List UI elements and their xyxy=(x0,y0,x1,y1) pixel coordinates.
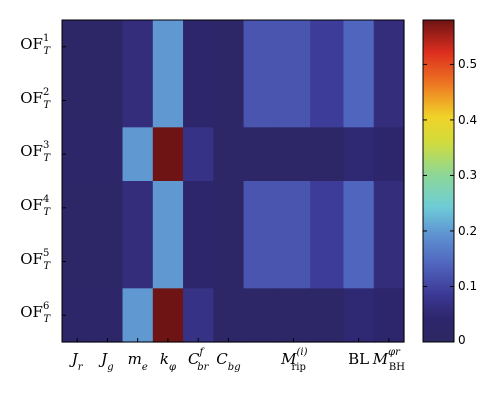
heatmap-cell xyxy=(122,73,154,128)
heatmap-cell xyxy=(183,20,214,75)
colorbar-tick-label: 0.1 xyxy=(458,279,478,294)
heatmap-cell xyxy=(213,20,245,75)
heatmap-cell xyxy=(373,127,405,182)
heatmap-cell xyxy=(373,20,405,75)
heatmap-cell xyxy=(183,234,214,289)
heatmap-cell xyxy=(62,181,93,236)
heatmap-cell xyxy=(213,127,245,182)
colorbar-tick-label: 0 xyxy=(458,333,466,347)
heatmap-cell xyxy=(92,181,124,236)
heatmap-cell xyxy=(343,288,375,343)
heatmap-cell xyxy=(183,288,214,343)
heatmap-cell xyxy=(183,127,214,182)
heatmap-cell xyxy=(276,20,311,75)
column-label: kφ xyxy=(159,350,176,373)
heatmap-cell xyxy=(62,127,93,182)
row-label: OF4T xyxy=(20,193,50,218)
heatmap-cell xyxy=(373,73,405,128)
column-label: Cbg xyxy=(216,350,241,373)
heatmap-cell xyxy=(373,181,405,236)
heatmap-cell xyxy=(343,127,375,182)
colorbar xyxy=(422,19,455,343)
heatmap-cell xyxy=(373,288,405,343)
heatmap-cell xyxy=(310,20,345,75)
heatmap-cell xyxy=(152,181,184,236)
heatmap-cell xyxy=(92,127,124,182)
heatmap-cell xyxy=(152,73,184,128)
heatmap-cell xyxy=(62,234,93,289)
colorbar-tick-label: 0.2 xyxy=(458,223,478,238)
heatmap-cell xyxy=(213,234,245,289)
heatmap-cell xyxy=(243,181,278,236)
heatmap-cell xyxy=(122,234,154,289)
colorbar-tick-label: 0.3 xyxy=(458,168,478,183)
heatmap-cell xyxy=(62,20,93,75)
colorbar-tick-label: 0.4 xyxy=(458,112,478,127)
column-label: me xyxy=(127,350,148,373)
heatmap-cell xyxy=(183,73,214,128)
heatmap-cell xyxy=(343,181,375,236)
heatmap-cell xyxy=(122,127,154,182)
row-label: OF1T xyxy=(20,32,50,57)
heatmap-cell xyxy=(92,234,124,289)
heatmap-cell xyxy=(62,73,93,128)
row-label: OF6T xyxy=(20,301,50,326)
heatmap-cell xyxy=(152,20,184,75)
heatmap-cell xyxy=(152,127,184,182)
heatmap-cell xyxy=(243,234,278,289)
heatmap-cell xyxy=(243,73,278,128)
heatmap-cell xyxy=(243,127,278,182)
heatmap-cell xyxy=(310,127,345,182)
heatmap-cell xyxy=(243,288,278,343)
heatmap-cell xyxy=(92,20,124,75)
heatmap-cell xyxy=(343,20,375,75)
heatmap-cell xyxy=(276,181,311,236)
heatmap-cell xyxy=(213,73,245,128)
heatmap-cell xyxy=(310,234,345,289)
heatmap-cell xyxy=(92,288,124,343)
heatmap-cell xyxy=(122,181,154,236)
heatmap-cell xyxy=(183,181,214,236)
heatmap-cell xyxy=(243,20,278,75)
column-label: Jg xyxy=(101,350,114,373)
heatmap-cell xyxy=(92,73,124,128)
heatmap-cell xyxy=(310,181,345,236)
heatmap-cell xyxy=(373,234,405,289)
column-label: Cfbr xyxy=(188,347,209,373)
row-label: OF3T xyxy=(20,140,50,165)
column-label: Jr xyxy=(71,350,83,373)
column-label: BL xyxy=(348,350,370,368)
heatmap-cell xyxy=(276,288,311,343)
row-label: OF2T xyxy=(20,86,50,111)
row-label: OF5T xyxy=(20,247,50,272)
column-label: MφrBH xyxy=(372,347,405,373)
heatmap-cell xyxy=(213,181,245,236)
heatmap-cell xyxy=(276,127,311,182)
heatmap-cell xyxy=(343,73,375,128)
colorbar-tick-label: 0.5 xyxy=(458,57,478,72)
heatmap-cell xyxy=(213,288,245,343)
column-label: M(i)rip xyxy=(281,347,308,373)
heatmap-cell xyxy=(62,288,93,343)
heatmap-cell xyxy=(343,234,375,289)
heatmap-cell xyxy=(310,288,345,343)
heatmap-cell xyxy=(276,234,311,289)
heatmap-cell xyxy=(310,73,345,128)
heatmap-cell xyxy=(122,20,154,75)
heatmap-cell xyxy=(152,288,184,343)
heatmap-cell xyxy=(122,288,154,343)
heatmap-cell xyxy=(276,73,311,128)
plot-frame xyxy=(61,19,405,343)
heatmap-cell xyxy=(152,234,184,289)
